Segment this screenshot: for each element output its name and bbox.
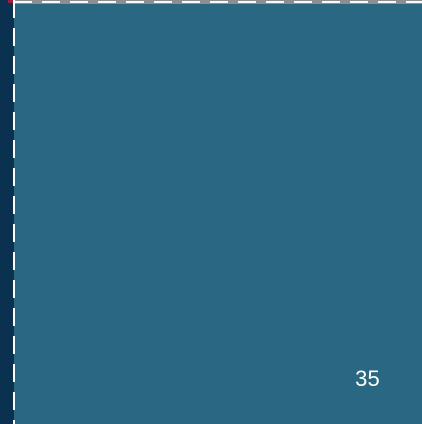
corner-accent — [8, 0, 13, 3]
top-dashed-guide — [14, 1, 422, 3]
left-rail — [0, 0, 14, 424]
content-panel: 35 — [15, 4, 422, 424]
page-number: 35 — [355, 366, 380, 391]
left-dashed-guide — [13, 0, 15, 424]
